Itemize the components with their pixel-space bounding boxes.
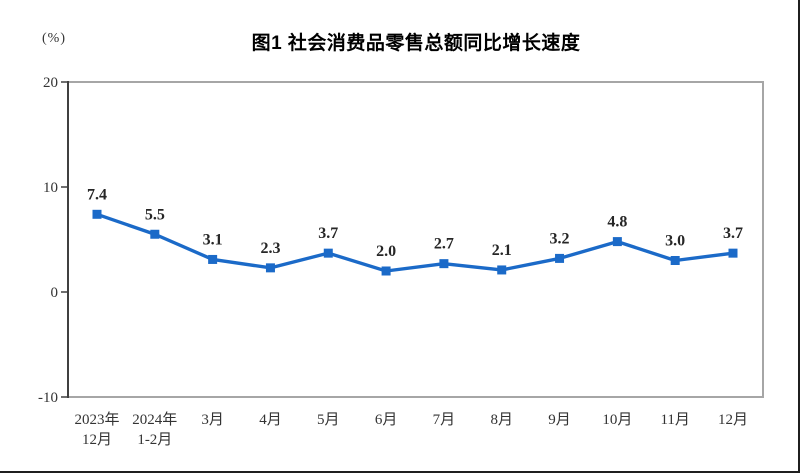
data-label: 5.5 bbox=[145, 206, 165, 223]
x-tick-label: 12月 bbox=[82, 432, 112, 448]
x-tick-label: 11月 bbox=[660, 412, 689, 428]
data-label: 2.3 bbox=[260, 240, 280, 257]
x-tick-label: 6月 bbox=[375, 412, 398, 428]
data-point-marker bbox=[670, 256, 680, 265]
data-label: 2.0 bbox=[376, 243, 396, 260]
data-point-marker bbox=[265, 263, 275, 273]
data-label: 4.8 bbox=[607, 214, 627, 231]
data-point-marker bbox=[381, 266, 391, 276]
data-label: 7.4 bbox=[87, 186, 107, 203]
data-point-marker bbox=[439, 259, 449, 269]
series-line bbox=[95, 212, 735, 273]
x-tick-label: 4月 bbox=[259, 412, 282, 428]
chart-title: 图1 社会消费品零售总额同比增长速度 bbox=[251, 33, 581, 54]
x-tick-label: 2024年 bbox=[132, 411, 177, 428]
x-tick-label: 2023年 bbox=[74, 411, 119, 428]
x-tick-label: 3月 bbox=[201, 412, 224, 428]
x-tick-label: 9月 bbox=[548, 412, 571, 428]
data-point-marker bbox=[497, 265, 507, 275]
y-tick-label: 0 bbox=[51, 285, 59, 301]
x-tick-label: 7月 bbox=[433, 412, 456, 428]
data-point-marker bbox=[208, 254, 218, 264]
data-label: 3.7 bbox=[723, 225, 743, 242]
plot-frame bbox=[68, 81, 764, 398]
data-label: 2.1 bbox=[492, 242, 512, 259]
data-point-marker bbox=[323, 248, 333, 258]
data-point-marker bbox=[612, 237, 622, 247]
data-label: 3.1 bbox=[203, 231, 223, 248]
data-point-marker bbox=[555, 253, 565, 263]
data-point-marker bbox=[150, 229, 160, 239]
data-point-marker bbox=[728, 248, 738, 258]
x-tick-label: 5月 bbox=[317, 412, 340, 428]
data-label: 3.2 bbox=[550, 230, 570, 247]
y-tick-label: -10 bbox=[38, 390, 58, 406]
y-axis-unit-label: (%) bbox=[42, 31, 66, 46]
x-tick-label: 1-2月 bbox=[137, 432, 172, 448]
data-point-marker bbox=[92, 209, 102, 219]
x-tick-label: 10月 bbox=[602, 412, 632, 428]
data-label: 3.7 bbox=[318, 225, 338, 242]
data-label: 3.0 bbox=[665, 233, 685, 250]
x-tick-label: 12月 bbox=[718, 412, 748, 428]
y-tick-label: 10 bbox=[43, 180, 58, 196]
y-tick-label: 20 bbox=[43, 75, 58, 91]
data-label: 2.7 bbox=[434, 236, 454, 253]
x-tick-label: 8月 bbox=[490, 412, 513, 428]
